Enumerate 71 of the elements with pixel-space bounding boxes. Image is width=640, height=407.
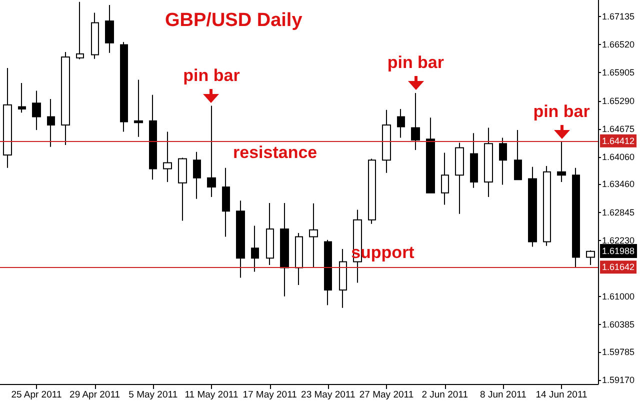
candlestick (76, 1, 84, 60)
ref-line-label: 1.61642 (602, 262, 635, 272)
y-tick-label: 1.67135 (602, 12, 635, 22)
candlestick (397, 108, 405, 138)
x-tick-label: 8 Jun 2011 (480, 390, 526, 400)
candlestick (193, 151, 201, 200)
candlestick (339, 248, 347, 308)
candlestick (586, 250, 595, 266)
candlestick (499, 137, 507, 186)
text: GBP/USD Daily (165, 10, 303, 31)
candlestick (324, 239, 332, 306)
candlestick (222, 167, 230, 238)
candlestick (3, 67, 12, 168)
x-tick-label: 25 Apr 2011 (11, 390, 62, 400)
ref-line-label: 1.64412 (602, 136, 635, 146)
y-tick-label: 1.66520 (602, 40, 635, 50)
x-tick-label: 17 May 2011 (242, 390, 297, 400)
candlestick (105, 4, 114, 54)
y-tick-label: 1.59170 (602, 374, 635, 385)
candlestick (368, 158, 376, 224)
candlestick (91, 12, 99, 60)
candlestick (514, 129, 522, 180)
y-tick-label: 1.62230 (602, 235, 635, 246)
candlestick (207, 105, 216, 198)
annotation: pin bar (533, 102, 590, 122)
candlestick (18, 82, 26, 114)
candlestick (543, 166, 551, 246)
candlestick (441, 152, 449, 206)
candlestick (178, 157, 187, 222)
candlestick (411, 92, 420, 151)
candlestick (309, 202, 318, 268)
candlestick (120, 41, 128, 132)
candlestick (470, 132, 478, 188)
candlestick (295, 232, 303, 286)
y-tick-label: 1.59785 (602, 346, 635, 357)
candlestick (484, 127, 493, 198)
y-tick-label: 1.65905 (602, 68, 635, 78)
y-tick-label: 1.63460 (602, 179, 635, 190)
y-tick-label: 1.62845 (602, 207, 635, 218)
candlestick (455, 142, 464, 214)
x-tick-label: 27 May 2011 (359, 390, 414, 400)
x-tick-label: 5 May 2011 (128, 390, 178, 400)
annotation: resistance (233, 142, 318, 163)
candlestick (557, 141, 566, 182)
candlestick (528, 166, 537, 248)
y-tick-label: 1.60385 (602, 319, 635, 330)
x-tick-label: 11 May 2011 (184, 390, 238, 400)
y-tick-label: 1.64675 (602, 124, 635, 134)
candlestick (280, 202, 289, 297)
x-tick-label: 23 May 2011 (301, 390, 356, 400)
candlestick (149, 94, 157, 180)
candlestick (382, 109, 391, 174)
candlestick (163, 131, 172, 182)
y-tick-label: 1.64060 (602, 152, 635, 162)
text: 1.61988 (600, 244, 637, 258)
x-tick-label: 29 Apr 2011 (70, 390, 120, 400)
x-tick-label: 14 Jun 2011 (536, 390, 588, 400)
candlestick (251, 225, 259, 272)
candlestick (61, 51, 70, 146)
candlestick (236, 200, 245, 278)
candlestick (266, 202, 274, 266)
candlestick (572, 167, 580, 268)
y-tick-label: 1.65290 (602, 96, 635, 106)
candlestick (32, 90, 41, 130)
candlestick (134, 79, 143, 138)
x-tick-label: 2 Jun 2011 (422, 390, 468, 400)
candlestick (47, 98, 55, 148)
annotation: pin bar (183, 66, 240, 86)
annotation: pin bar (387, 53, 444, 74)
y-tick-label: 1.61000 (602, 291, 635, 302)
candlestick (426, 117, 435, 194)
